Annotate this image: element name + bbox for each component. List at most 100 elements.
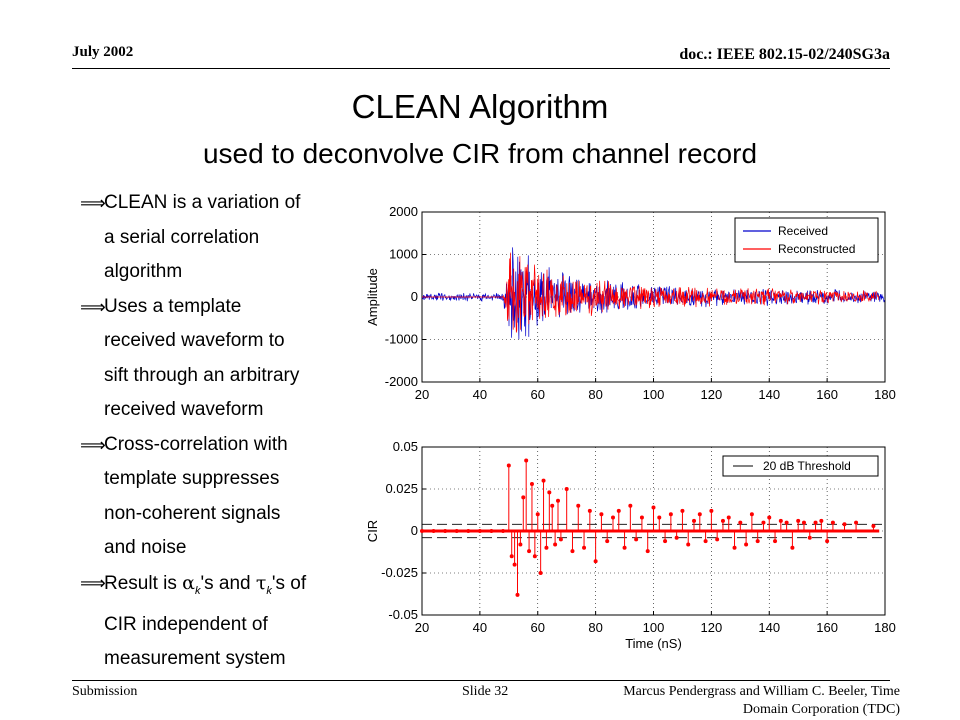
stem-point [466,529,471,533]
y-tick-label: 2000 [389,204,418,219]
bullet-3-line-1: Cross-correlation with [104,433,288,455]
y-tick-label: 0.05 [393,439,418,454]
x-axis-label: Time (nS) [625,636,682,651]
stem-point [535,512,540,517]
bullet-item-4: ⟹ Result is αk's and τk's of CIR indepen… [80,566,380,677]
stem-point [830,520,835,525]
implies-arrow-icon: ⟹ [80,434,106,455]
stem-point [807,535,812,540]
x-tick-label: 40 [473,620,487,635]
stem-point [622,545,627,550]
stem-point [524,458,529,463]
series-line-received [421,247,885,340]
x-tick-label: 180 [874,620,896,635]
stem-point [686,542,691,547]
legend-box [734,217,879,263]
footer-rule [72,680,890,681]
x-tick-label: 120 [701,387,723,402]
stem-point [773,539,778,544]
x-tick-label: 160 [816,620,838,635]
stem-point [599,512,604,517]
stem-point [454,529,459,533]
legend-label-received: Received [778,224,828,238]
stem-point [532,554,537,559]
header-doc-id: doc.: IEEE 802.15-02/240SG3a [679,46,890,63]
stem-point [477,529,482,533]
x-tick-label: 20 [415,387,429,402]
y-tick-label: -0.025 [381,565,418,580]
stem-point [801,520,806,525]
stem-point [645,549,650,554]
stem-point [512,562,517,567]
stem-point [674,535,679,540]
stem-point [657,515,662,520]
stem-point [790,545,795,550]
legend-label-threshold: 20 dB Threshold [763,459,851,473]
stem-point [518,542,523,547]
stem-point [871,523,876,528]
footer-slide-number: Slide 32 [462,684,509,699]
stem-point [553,542,558,547]
stem-point [732,545,737,550]
stem-point [709,508,714,513]
stem-point [489,529,494,533]
stem-point [651,505,656,510]
x-tick-label: 140 [758,387,780,402]
stem-point [703,539,708,544]
stem-point [825,539,830,544]
stem-point [556,498,561,503]
stem-point [587,508,592,513]
implies-arrow-icon: ⟹ [80,193,106,213]
stem-point [420,529,424,533]
stem-point [616,508,621,513]
bullet-2-line-2: received waveform to [104,330,285,351]
stem-point [529,481,534,486]
stem-point [697,512,702,517]
stem-point [755,539,760,544]
x-tick-label: 140 [758,620,780,635]
header-date: July 2002 [72,44,134,60]
stem-point [509,554,514,559]
stem-point [570,549,575,554]
bullet-4-line-3: measurement system [104,648,286,670]
y-tick-label: 0 [411,289,418,304]
y-tick-label: -1000 [385,332,418,347]
x-tick-label: 20 [415,620,429,635]
bullet-2-line-1: Uses a template [104,295,242,317]
stem-point [564,487,569,491]
stem-point [854,520,859,525]
stem-point [541,478,546,483]
legend-box [722,455,879,477]
footer-author-line-2: Domain Corporation (TDC) [742,702,900,717]
y-tick-label: 0.025 [385,481,418,496]
stem-point [663,539,668,544]
bullet-3-line-2: template suppresses [104,468,280,489]
stem-point [443,529,448,533]
stem-point [720,518,725,523]
y-tick-label: 0 [411,523,418,538]
footer-submission: Submission [72,684,138,699]
x-tick-label: 60 [531,620,545,635]
stem-point [634,537,639,542]
header-rule [72,68,890,69]
y-tick-label: 1000 [389,247,418,262]
x-tick-label: 100 [643,387,665,402]
stem-point [813,520,818,525]
stem-point [784,520,789,525]
x-tick-label: 40 [473,387,487,402]
bullet-item-3: ⟹ Cross-correlation with template suppre… [80,428,380,566]
stem-point [610,515,615,520]
stem-point [842,522,847,527]
bullet-3-line-4: and noise [104,537,187,558]
stem-point [431,529,436,533]
bullet-4-line-1: Result is αk's and τk's of [104,571,307,597]
slide-title: CLEAN Algorithm [351,88,609,125]
bullet-1-line-3: algorithm [104,261,183,282]
stem-point [767,515,772,520]
stem-point [521,495,526,500]
bullet-item-2: ⟹ Uses a template received waveform to s… [80,290,380,428]
stem-point [639,515,644,520]
stem-point [501,529,506,533]
stem-point [515,592,520,597]
stem-point [680,508,685,513]
